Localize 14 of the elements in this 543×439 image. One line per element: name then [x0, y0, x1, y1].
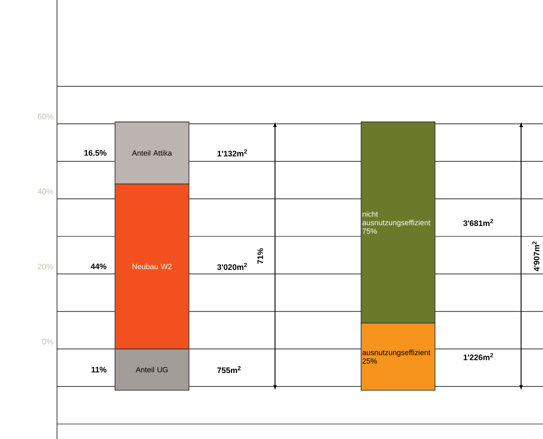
- annotation: 71%: [257, 248, 264, 264]
- y-tick-label: 0%: [42, 338, 54, 344]
- annotation: 755m$^{2}$: [217, 366, 241, 374]
- y-tick-label: 60%: [38, 114, 54, 120]
- annotation: 3'020m$^{2}$: [217, 262, 247, 270]
- annotation: 11%: [92, 366, 106, 372]
- annotation: 1'132m$^{2}$: [218, 149, 247, 156]
- annotation: 1'226m$^{2}$: [464, 353, 494, 360]
- annotation: 16.5%: [84, 150, 106, 156]
- annotation: 3'681m$^{2}$: [463, 218, 494, 226]
- y-tick-label: 20%: [38, 264, 54, 270]
- annotation: 4'907m$^{2}$: [532, 241, 540, 272]
- annotation: 44%: [90, 264, 106, 270]
- y-tick-label: 40%: [38, 188, 54, 194]
